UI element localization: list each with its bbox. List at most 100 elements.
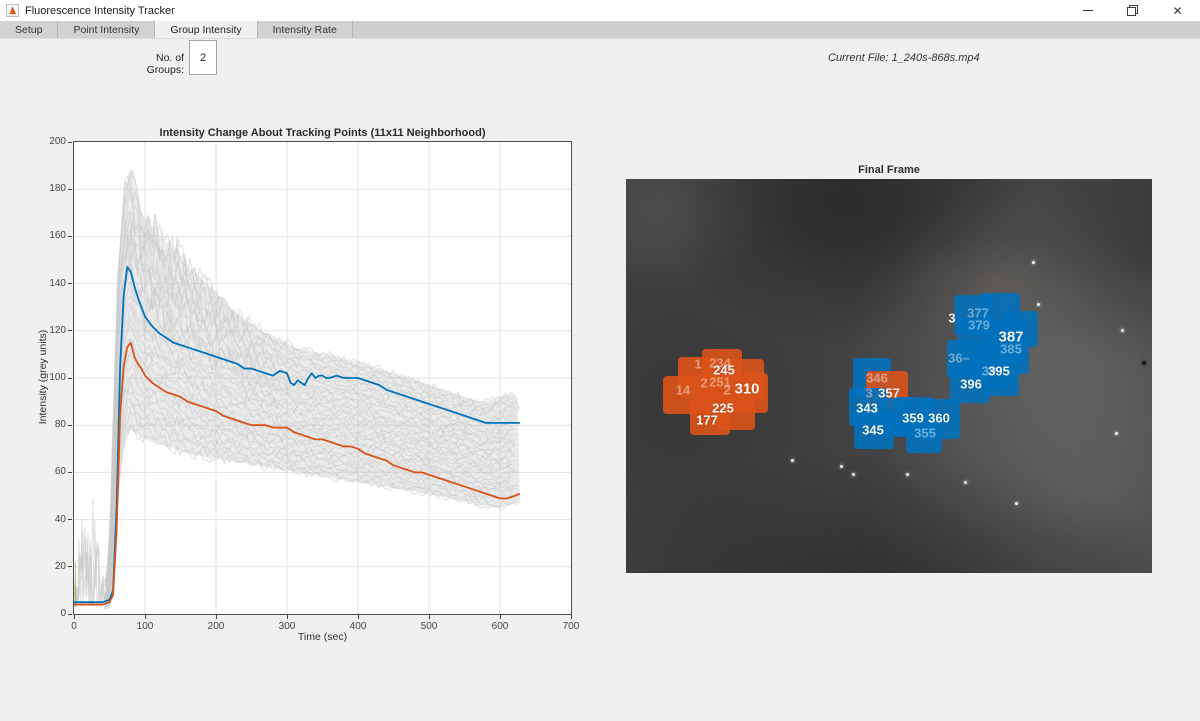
tracking-point-label: 345 <box>862 422 884 438</box>
cloud-trace <box>104 254 514 607</box>
tracking-point-label: 343 <box>856 400 878 416</box>
cloud-trace <box>104 248 516 582</box>
bright-speck <box>790 458 794 462</box>
y-tick-label: 20 <box>54 560 66 572</box>
tracking-point-label: 2 <box>723 382 731 398</box>
groups-label: No. of Groups: <box>146 52 184 76</box>
y-tick-label: 160 <box>49 230 66 242</box>
restore-icon <box>1127 5 1138 16</box>
y-tick-label: 80 <box>54 419 66 431</box>
cloud-trace <box>105 244 513 587</box>
tracking-point-label: 359 <box>902 410 924 426</box>
tracking-point-label: 3 <box>865 385 873 401</box>
bright-speck <box>905 472 909 476</box>
minimize-button[interactable] <box>1065 0 1110 21</box>
tab-bar: Setup Point Intensity Group Intensity Inten… <box>0 21 1200 39</box>
y-tick-label: 0 <box>60 608 66 619</box>
y-tick <box>68 188 72 190</box>
cloud-trace <box>104 398 519 609</box>
cloud-trace <box>104 182 521 583</box>
x-tick-label: 200 <box>207 621 225 632</box>
y-tick-label: 120 <box>49 324 66 336</box>
bright-speck <box>1120 328 1124 332</box>
tracking-region-square-blue <box>906 417 942 453</box>
cloud-trace <box>104 322 519 598</box>
groups-input[interactable] <box>189 40 217 75</box>
cloud-trace <box>104 211 513 585</box>
tracking-point-label: 14 <box>675 382 691 398</box>
current-file-label: Current File: 1_240s-868s.mp4 <box>828 52 980 64</box>
title-bar: Fluorescence Intensity Tracker ✕ <box>0 0 1200 21</box>
x-tick <box>357 615 359 619</box>
x-tick <box>215 615 217 619</box>
window-title: Fluorescence Intensity Tracker <box>25 4 175 17</box>
tracking-point-label: 39 <box>981 363 997 379</box>
tracking-point-label: 225 <box>712 400 734 416</box>
tracking-point-label: 234 <box>709 355 731 371</box>
y-tick-label: 140 <box>49 277 66 289</box>
tracking-region-square-orange <box>717 392 755 430</box>
cloud-trace <box>104 169 516 607</box>
x-tick <box>570 615 572 619</box>
tracking-point-label: 396 <box>960 376 982 392</box>
y-tick <box>68 283 72 285</box>
tracking-point-label: 395 <box>988 363 1010 379</box>
matlab-app-icon <box>6 4 19 17</box>
plot-area <box>73 141 572 615</box>
cloud-trace <box>104 372 511 601</box>
cloud-trace <box>104 423 516 607</box>
x-tick-label: 300 <box>278 621 296 632</box>
tab-point-intensity[interactable]: Point Intensity <box>58 21 156 38</box>
dark-speck <box>1141 360 1146 365</box>
tracking-point-label: 1 <box>694 356 702 372</box>
cloud-trace <box>104 409 519 609</box>
x-tick <box>286 615 288 619</box>
cloud-trace <box>105 263 516 588</box>
tracking-region-square-blue <box>981 358 1019 396</box>
chart-title: Intensity Change About Tracking Points (… <box>159 127 486 139</box>
series-line-group-1 <box>74 266 520 604</box>
cloud-trace <box>104 279 516 597</box>
cloud-trace <box>104 193 519 607</box>
x-tick <box>73 615 75 619</box>
color-noise-spike <box>74 562 77 607</box>
tab-group-intensity[interactable]: Group Intensity <box>155 21 258 38</box>
y-tick-label: 200 <box>49 136 66 147</box>
y-tick <box>68 424 72 426</box>
tab-setup[interactable]: Setup <box>0 21 59 38</box>
bright-speck <box>1031 260 1035 264</box>
final-frame-panel: Final Frame 1 234 245 251 2 310 2 14 225 177 346 3 3… <box>626 150 1152 573</box>
tracking-point-label: 36– <box>948 350 970 366</box>
tracking-point-label: 385 <box>1000 341 1022 357</box>
final-frame-image: 1 234 245 251 2 310 2 14 225 177 346 3 357 343 359 360 3… <box>626 179 1152 573</box>
x-tick-label: 700 <box>562 621 580 632</box>
plot-canvas <box>74 142 571 614</box>
tracking-point-label: 387 <box>998 328 1024 346</box>
tracking-point-label: 3 <box>948 310 956 326</box>
tracking-point-label: 377 <box>967 305 989 321</box>
y-tick-label: 180 <box>49 183 66 195</box>
baseline-noise <box>74 527 111 607</box>
restore-button[interactable] <box>1110 0 1155 21</box>
bright-speck <box>963 480 967 484</box>
tracking-point-label: 360 <box>928 410 950 426</box>
cloud-trace <box>104 352 516 601</box>
bright-speck <box>1014 501 1018 505</box>
tracking-point-label: 251 <box>709 374 731 390</box>
x-tick-label: 400 <box>349 621 367 632</box>
x-tick-label: 100 <box>136 621 154 632</box>
close-button[interactable]: ✕ <box>1155 0 1200 21</box>
cloud-trace <box>104 171 514 610</box>
y-tick <box>68 235 72 237</box>
bright-speck <box>839 464 843 468</box>
tracking-point-label: 310 <box>734 380 760 398</box>
cloud-trace <box>104 301 514 600</box>
tab-intensity-rate[interactable]: Intensity Rate <box>257 21 353 38</box>
tracking-point-label: 177 <box>696 412 718 428</box>
tracking-point-label: 357 <box>878 385 900 401</box>
bright-speck <box>851 472 855 476</box>
y-tick-label: 100 <box>49 372 66 383</box>
cloud-trace <box>104 387 514 601</box>
cloud-trace <box>104 186 516 587</box>
